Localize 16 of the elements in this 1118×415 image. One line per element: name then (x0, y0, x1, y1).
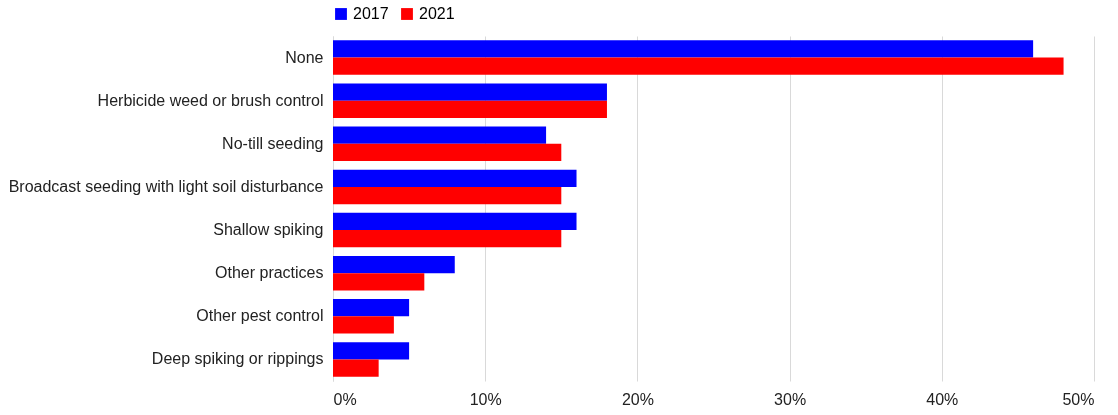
y-tick-label: None (285, 48, 324, 66)
y-tick-label: Other pest control (196, 307, 324, 325)
x-tick-label: 20% (621, 390, 654, 408)
y-tick-label: Broadcast seeding with light soil disturbance (8, 177, 324, 195)
x-tick-label: 30% (774, 390, 807, 408)
y-tick-label: No-till seeding (222, 134, 324, 152)
x-tick-label: 10% (469, 390, 502, 408)
x-tick-label: 0% (333, 390, 357, 408)
y-tick-label: Herbicide weed or brush control (97, 91, 324, 109)
y-tick-label: Shallow spiking (213, 221, 324, 239)
x-tick-label: 40% (926, 390, 959, 408)
x-tick-label: 50% (1062, 390, 1095, 408)
legend-label: 2017 (353, 5, 389, 22)
legend-label: 2021 (419, 5, 455, 22)
y-tick-label: Deep spiking or rippings (151, 350, 324, 368)
y-tick-label: Other practices (215, 264, 324, 282)
